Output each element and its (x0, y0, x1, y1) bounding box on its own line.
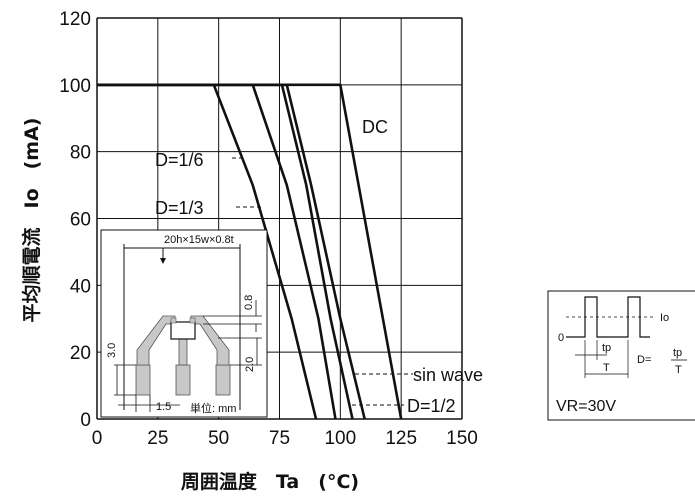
pad-center (175, 364, 191, 396)
x-axis-title: 周囲温度 Ta (°C) (181, 470, 359, 493)
d-eq-label: D= (637, 354, 651, 366)
x-tick-150: 150 (446, 428, 478, 449)
x-tick-75: 75 (269, 428, 290, 449)
frac-den: T (675, 364, 682, 376)
pad-left (135, 364, 151, 396)
io-label: Io (660, 312, 669, 324)
y-tick-20: 20 (70, 343, 91, 364)
frac-num: tp (673, 347, 682, 359)
y-tick-0: 0 (80, 410, 91, 431)
vr-label: VR=30V (556, 398, 616, 415)
label-sin: sin wave (413, 365, 483, 385)
dim-30: 3.0 (106, 343, 118, 358)
pulse-legend-box: Io 0 tp T D= tp T VR=30V (547, 290, 695, 421)
device-lead-l (170, 317, 177, 324)
dim-20: 2.0 (244, 357, 256, 372)
trace-center (178, 337, 188, 366)
x-tick-50: 50 (208, 428, 229, 449)
series-leaders (232, 157, 413, 406)
unit-label: 単位: mm (190, 401, 236, 415)
label-d16: D=1/6 (155, 150, 204, 170)
board-spec: 20h×15w×0.8t (164, 234, 234, 246)
inset-board-diagram: 20h×15w×0.8t 0.8 2.0 3.0 1.5 単位: mm (100, 229, 268, 418)
t-label: T (603, 362, 610, 374)
y-tick-60: 60 (70, 210, 91, 231)
y-tick-100: 100 (59, 76, 91, 97)
x-tick-labels: 0 25 50 75 100 125 150 (92, 428, 478, 449)
label-d13: D=1/3 (155, 198, 204, 218)
y-tick-80: 80 (70, 143, 91, 164)
device-lead-r (189, 317, 196, 324)
label-d12: D=1/2 (407, 396, 456, 416)
board-arrow-head (160, 258, 166, 264)
label-dc: DC (362, 117, 388, 137)
zero-label: 0 (558, 332, 564, 344)
tp-label: tp (602, 342, 611, 354)
y-axis-title: 平均順電流 Io (mA) (20, 118, 43, 323)
series-lines (97, 83, 403, 420)
x-tick-100: 100 (324, 428, 356, 449)
x-tick-25: 25 (147, 428, 168, 449)
y-tick-labels: 0 20 40 60 80 100 120 (59, 9, 91, 431)
x-tick-0: 0 (92, 428, 103, 449)
dim-08: 0.8 (243, 295, 255, 310)
device-body (170, 321, 196, 340)
pad-right (215, 364, 231, 396)
y-tick-40: 40 (70, 276, 91, 297)
y-tick-120: 120 (59, 9, 91, 30)
dim-15: 1.5 (156, 401, 171, 413)
x-tick-125: 125 (385, 428, 417, 449)
series-d-1-6 (97, 83, 318, 420)
legend-frame (547, 290, 695, 421)
